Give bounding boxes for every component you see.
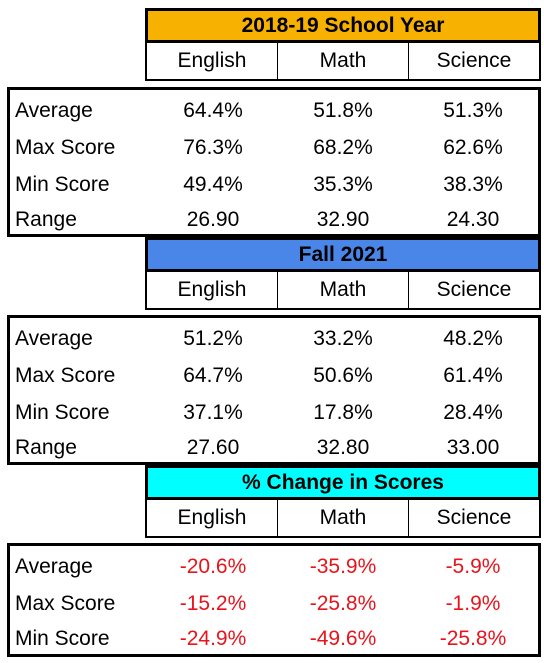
- table-row: Min Score 37.1% 17.8% 28.4%: [10, 395, 538, 430]
- cell-science: 48.2%: [443, 326, 503, 350]
- column-header-math: Math: [277, 272, 408, 308]
- cell-math: 51.8%: [313, 98, 373, 122]
- column-headers-change: English Math Science: [145, 500, 541, 538]
- row-label: Range: [15, 207, 77, 231]
- cell-english: 49.4%: [183, 172, 243, 196]
- row-label: Max Score: [15, 135, 116, 159]
- table-row: Average -20.6% -35.9% -5.9%: [10, 549, 538, 584]
- cell-science: 28.4%: [443, 400, 503, 424]
- cell-science: 62.6%: [443, 135, 503, 159]
- column-header-english: English: [177, 506, 247, 529]
- row-label: Min Score: [15, 626, 110, 650]
- cell-math: 32.90: [316, 207, 370, 231]
- cell-science: 51.3%: [443, 98, 503, 122]
- cell-math: 50.6%: [313, 363, 373, 387]
- data-table-fall-2021: Average 51.2% 33.2% 48.2% Max Score 64.7…: [7, 315, 541, 465]
- table-row: Min Score 49.4% 35.3% 38.3%: [10, 167, 538, 202]
- row-label: Min Score: [15, 400, 110, 424]
- cell-science: -5.9%: [445, 554, 501, 578]
- cell-english: -20.6%: [179, 554, 247, 578]
- row-label: Average: [15, 98, 93, 122]
- row-label: Max Score: [15, 591, 116, 615]
- column-header-science: Science: [408, 500, 539, 536]
- row-label: Range: [15, 435, 77, 459]
- cell-math: -49.6%: [309, 626, 377, 650]
- cell-english: 27.60: [186, 435, 240, 459]
- column-headers-fall-2021: English Math Science: [145, 272, 541, 310]
- cell-science: 33.00: [446, 435, 500, 459]
- column-header-science: Science: [408, 43, 539, 79]
- column-header-science: Science: [408, 272, 539, 308]
- table-row: Max Score -15.2% -25.8% -1.9%: [10, 586, 538, 621]
- cell-math: -35.9%: [309, 554, 377, 578]
- table-row: Min Score -24.9% -49.6% -25.8%: [10, 621, 538, 656]
- data-table-2018-19: Average 64.4% 51.8% 51.3% Max Score 76.3…: [7, 87, 541, 237]
- cell-math: 17.8%: [313, 400, 373, 424]
- table-row: Range 26.90 32.90 24.30: [10, 202, 538, 237]
- cell-science: 24.30: [446, 207, 500, 231]
- cell-science: -1.9%: [445, 591, 501, 615]
- cell-math: 35.3%: [313, 172, 373, 196]
- section-header-2018-19: 2018-19 School Year: [145, 8, 541, 43]
- cell-english: 37.1%: [183, 400, 243, 424]
- cell-science: 61.4%: [443, 363, 503, 387]
- table-row: Max Score 64.7% 50.6% 61.4%: [10, 358, 538, 393]
- cell-math: -25.8%: [309, 591, 377, 615]
- cell-science: -25.8%: [439, 626, 507, 650]
- cell-english: 51.2%: [183, 326, 243, 350]
- column-headers-2018-19: English Math Science: [145, 43, 541, 81]
- cell-english: 64.7%: [183, 363, 243, 387]
- column-header-english: English: [177, 49, 247, 72]
- row-label: Average: [15, 554, 93, 578]
- section-header-fall-2021: Fall 2021: [145, 237, 541, 272]
- cell-english: 26.90: [186, 207, 240, 231]
- cell-english: 76.3%: [183, 135, 243, 159]
- cell-math: 33.2%: [313, 326, 373, 350]
- table-row: Average 64.4% 51.8% 51.3%: [10, 93, 538, 128]
- column-header-english: English: [177, 278, 247, 301]
- cell-english: -24.9%: [179, 626, 247, 650]
- cell-english: -15.2%: [179, 591, 247, 615]
- cell-math: 32.80: [316, 435, 370, 459]
- cell-english: 64.4%: [183, 98, 243, 122]
- row-label: Min Score: [15, 172, 110, 196]
- data-table-change: Average -20.6% -35.9% -5.9% Max Score -1…: [7, 543, 541, 657]
- cell-science: 38.3%: [443, 172, 503, 196]
- cell-math: 68.2%: [313, 135, 373, 159]
- table-row: Max Score 76.3% 68.2% 62.6%: [10, 130, 538, 165]
- row-label: Max Score: [15, 363, 116, 387]
- column-header-math: Math: [277, 43, 408, 79]
- table-row: Range 27.60 32.80 33.00: [10, 430, 538, 465]
- row-label: Average: [15, 326, 93, 350]
- table-row: Average 51.2% 33.2% 48.2%: [10, 321, 538, 356]
- column-header-math: Math: [277, 500, 408, 536]
- section-header-change: % Change in Scores: [145, 465, 541, 500]
